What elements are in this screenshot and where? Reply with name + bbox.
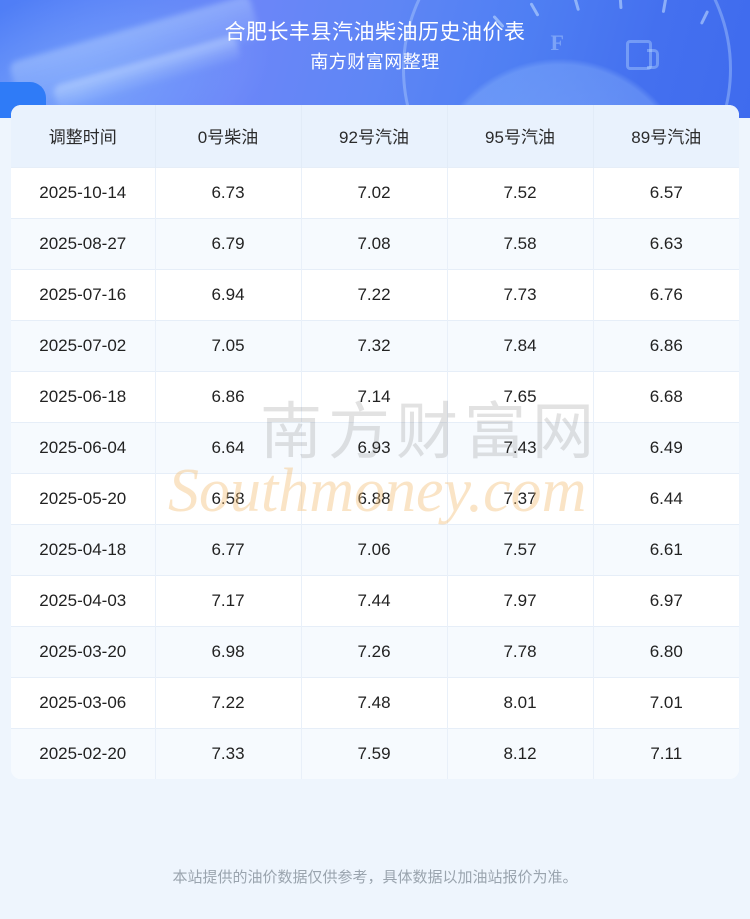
cell-gas-92: 6.93 — [301, 421, 448, 473]
fuel-pump-icon — [626, 40, 659, 70]
column-header-date: 调整时间 — [11, 105, 156, 167]
cell-gas-92: 7.02 — [301, 166, 448, 218]
cell-gas-92: 7.44 — [301, 574, 448, 626]
cell-gas-95: 8.01 — [447, 676, 594, 728]
table-row: 2025-07-02 7.05 7.32 7.84 6.86 — [11, 319, 739, 371]
cell-gas-95: 7.78 — [447, 625, 594, 677]
fuel-price-table: 调整时间 0号柴油 92号汽油 95号汽油 89号汽油 2025-10-14 6.… — [11, 105, 739, 779]
cell-gas-92: 7.48 — [301, 676, 448, 728]
page-banner: F 合肥长丰县汽油柴油历史油价表 南方财富网整理 — [0, 0, 750, 118]
table-row: 2025-06-18 6.86 7.14 7.65 6.68 — [11, 370, 739, 422]
cell-gas-89: 6.76 — [593, 268, 739, 320]
cell-date: 2025-07-02 — [11, 319, 156, 371]
table-row: 2025-04-03 7.17 7.44 7.97 6.97 — [11, 574, 739, 626]
cell-diesel-0: 6.98 — [155, 625, 302, 677]
cell-gas-92: 7.08 — [301, 217, 448, 269]
cell-gas-95: 7.57 — [447, 523, 594, 575]
gauge-tick-icon — [618, 0, 623, 10]
table-row: 2025-02-20 7.33 7.59 8.12 7.11 — [11, 727, 739, 779]
cell-diesel-0: 7.17 — [155, 574, 302, 626]
cell-gas-92: 6.88 — [301, 472, 448, 524]
cell-diesel-0: 7.33 — [155, 727, 302, 779]
cell-gas-95: 7.73 — [447, 268, 594, 320]
column-header-diesel-0: 0号柴油 — [155, 105, 302, 167]
table-row: 2025-05-20 6.58 6.88 7.37 6.44 — [11, 472, 739, 524]
table-row: 2025-07-16 6.94 7.22 7.73 6.76 — [11, 268, 739, 320]
cell-date: 2025-06-18 — [11, 370, 156, 422]
cell-gas-92: 7.26 — [301, 625, 448, 677]
cell-gas-95: 7.84 — [447, 319, 594, 371]
cell-gas-95: 7.65 — [447, 370, 594, 422]
cell-diesel-0: 6.73 — [155, 166, 302, 218]
table-row: 2025-04-18 6.77 7.06 7.57 6.61 — [11, 523, 739, 575]
cell-gas-89: 6.49 — [593, 421, 739, 473]
cell-diesel-0: 6.58 — [155, 472, 302, 524]
cell-gas-89: 6.61 — [593, 523, 739, 575]
banner-title-group: 合肥长丰县汽油柴油历史油价表 南方财富网整理 — [0, 18, 750, 76]
cell-gas-92: 7.59 — [301, 727, 448, 779]
cell-date: 2025-08-27 — [11, 217, 156, 269]
cell-date: 2025-05-20 — [11, 472, 156, 524]
cell-date: 2025-10-14 — [11, 166, 156, 218]
column-header-gas-92: 92号汽油 — [301, 105, 448, 167]
cell-gas-89: 7.11 — [593, 727, 739, 779]
cell-gas-92: 7.22 — [301, 268, 448, 320]
column-header-gas-95: 95号汽油 — [447, 105, 594, 167]
cell-gas-95: 7.37 — [447, 472, 594, 524]
cell-diesel-0: 6.86 — [155, 370, 302, 422]
table-row: 2025-06-04 6.64 6.93 7.43 6.49 — [11, 421, 739, 473]
cell-gas-95: 7.43 — [447, 421, 594, 473]
cell-gas-95: 7.58 — [447, 217, 594, 269]
cell-gas-89: 6.80 — [593, 625, 739, 677]
cell-gas-95: 7.52 — [447, 166, 594, 218]
page-title: 合肥长丰县汽油柴油历史油价表 — [224, 21, 526, 44]
table-row: 2025-08-27 6.79 7.08 7.58 6.63 — [11, 217, 739, 269]
cell-date: 2025-04-18 — [11, 523, 156, 575]
cell-date: 2025-03-06 — [11, 676, 156, 728]
cell-diesel-0: 6.64 — [155, 421, 302, 473]
cell-date: 2025-02-20 — [11, 727, 156, 779]
table-header: 调整时间 0号柴油 92号汽油 95号汽油 89号汽油 — [11, 105, 739, 167]
page-subtitle: 南方财富网整理 — [310, 52, 440, 72]
disclaimer-note: 本站提供的油价数据仅供参考，具体数据以加油站报价为准。 — [172, 869, 578, 886]
cell-date: 2025-06-04 — [11, 421, 156, 473]
column-header-gas-89: 89号汽油 — [593, 105, 739, 167]
cell-gas-89: 7.01 — [593, 676, 739, 728]
table-row: 2025-03-06 7.22 7.48 8.01 7.01 — [11, 676, 739, 728]
cell-date: 2025-03-20 — [11, 625, 156, 677]
cell-gas-89: 6.44 — [593, 472, 739, 524]
fuel-gauge-ring-icon — [402, 0, 732, 118]
table-header-row: 调整时间 0号柴油 92号汽油 95号汽油 89号汽油 — [11, 105, 739, 167]
table-row: 2025-03-20 6.98 7.26 7.78 6.80 — [11, 625, 739, 677]
cell-diesel-0: 6.77 — [155, 523, 302, 575]
cell-diesel-0: 7.22 — [155, 676, 302, 728]
cell-diesel-0: 7.05 — [155, 319, 302, 371]
cell-gas-89: 6.97 — [593, 574, 739, 626]
cell-gas-89: 6.68 — [593, 370, 739, 422]
gauge-full-marker-icon: F — [550, 30, 564, 55]
cell-gas-95: 7.97 — [447, 574, 594, 626]
price-table-card: 调整时间 0号柴油 92号汽油 95号汽油 89号汽油 2025-10-14 6.… — [11, 105, 739, 779]
cell-diesel-0: 6.94 — [155, 268, 302, 320]
cell-gas-89: 6.86 — [593, 319, 739, 371]
cell-gas-89: 6.63 — [593, 217, 739, 269]
cell-date: 2025-07-16 — [11, 268, 156, 320]
table-row: 2025-10-14 6.73 7.02 7.52 6.57 — [11, 166, 739, 218]
cell-gas-92: 7.14 — [301, 370, 448, 422]
cell-gas-89: 6.57 — [593, 166, 739, 218]
cell-gas-92: 7.06 — [301, 523, 448, 575]
cell-gas-92: 7.32 — [301, 319, 448, 371]
cell-date: 2025-04-03 — [11, 574, 156, 626]
cell-diesel-0: 6.79 — [155, 217, 302, 269]
cell-gas-95: 8.12 — [447, 727, 594, 779]
table-body: 2025-10-14 6.73 7.02 7.52 6.57 2025-08-27 6.79… — [11, 166, 739, 779]
